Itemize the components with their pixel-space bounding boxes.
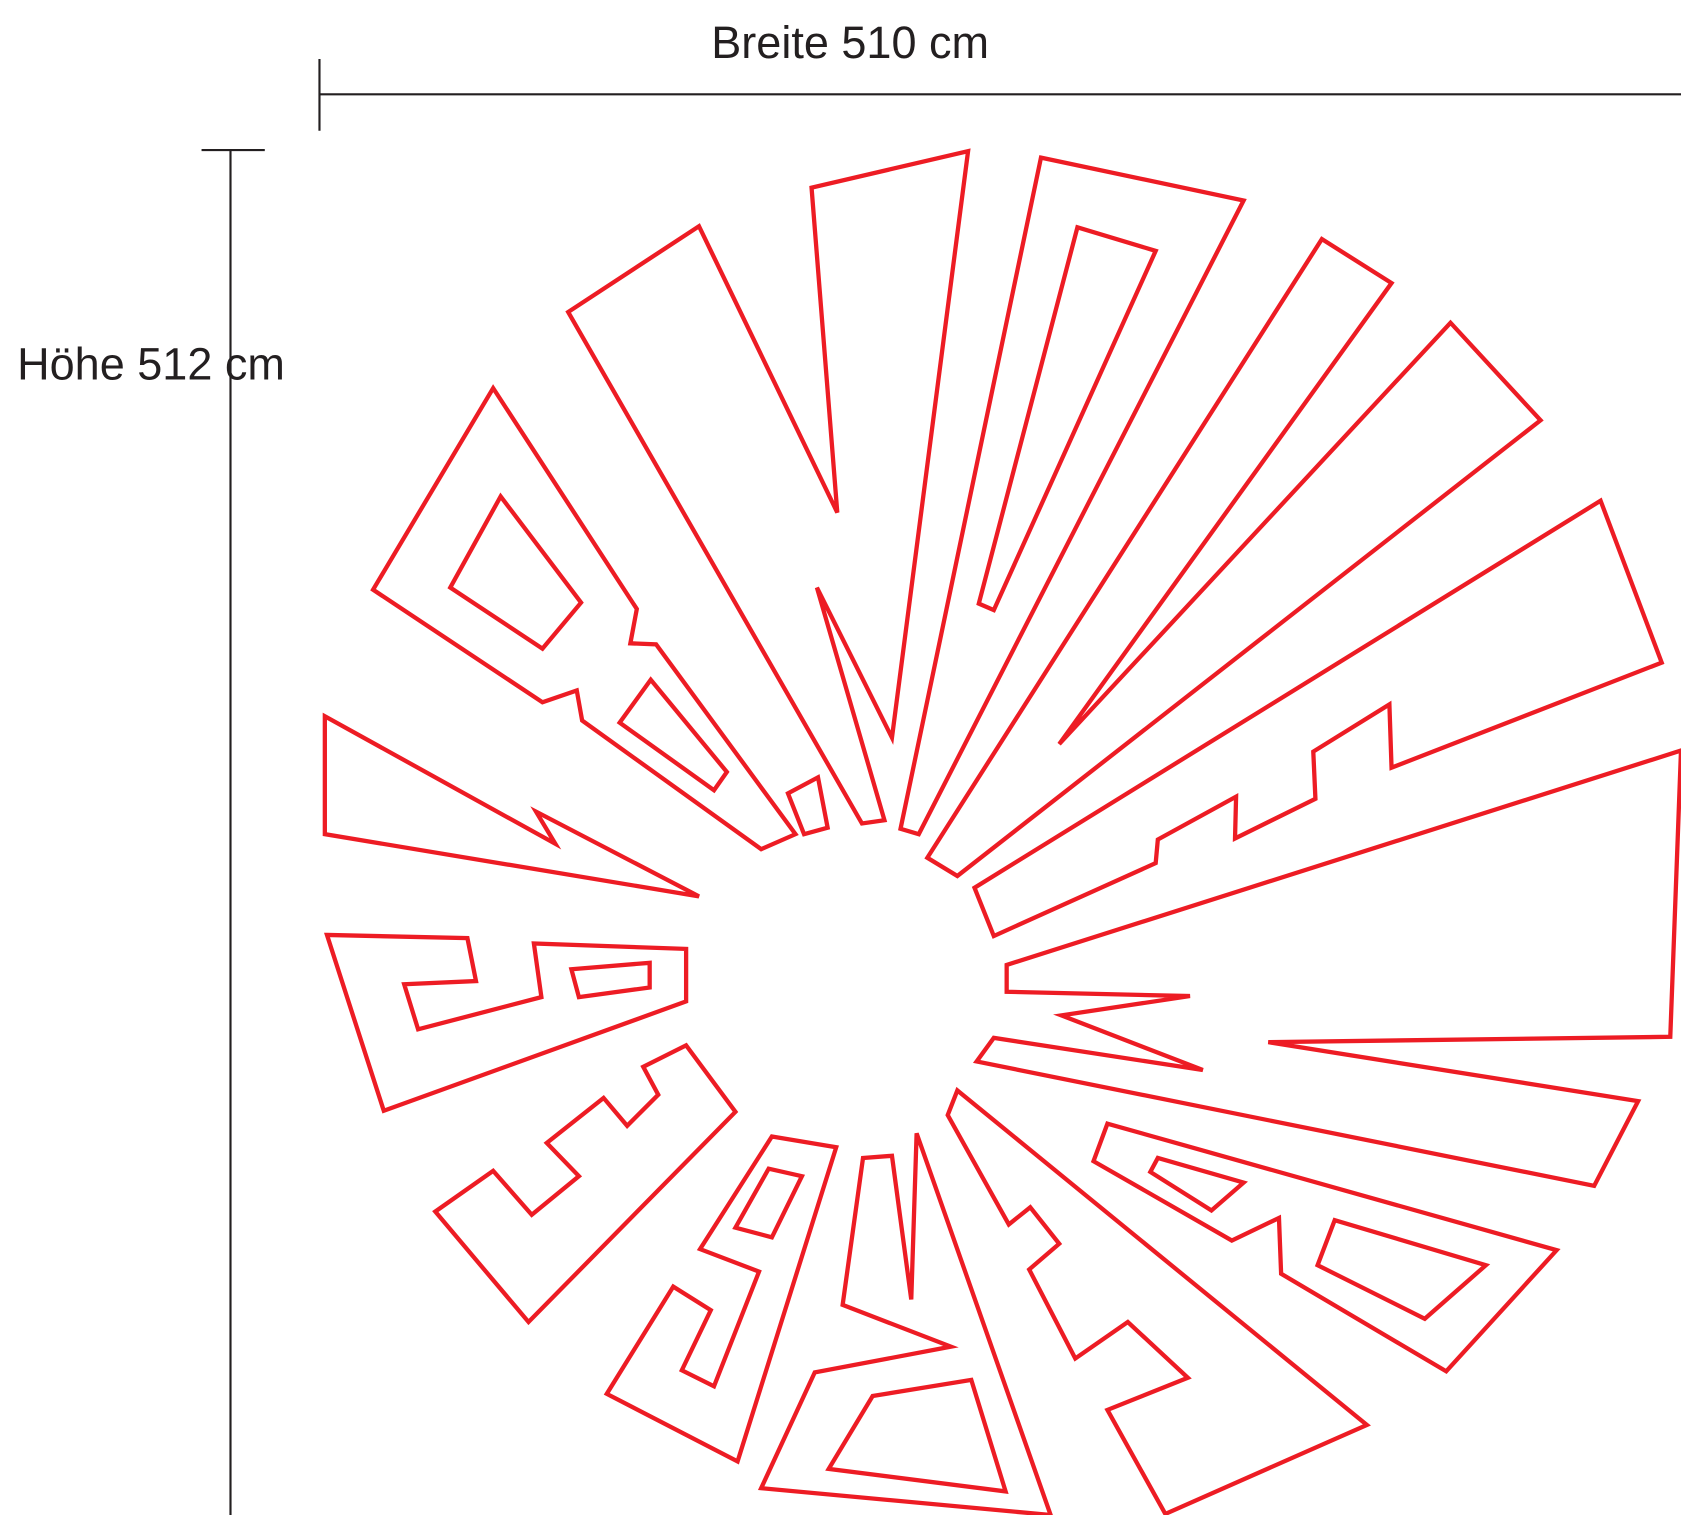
shape (1090, 1121, 1561, 1375)
shape (565, 148, 971, 826)
shape (603, 1134, 839, 1465)
shape (757, 1132, 1053, 1515)
shape (322, 712, 700, 899)
height-label: Höhe 512 cm (17, 339, 285, 390)
shape (898, 155, 1247, 837)
width-label: Breite 510 cm (711, 17, 989, 68)
shape (971, 497, 1665, 939)
shape (972, 748, 1681, 1189)
shape (324, 932, 689, 1114)
shape (432, 1042, 739, 1326)
wall-art-outline (322, 148, 1681, 1515)
shape (785, 774, 831, 837)
shape (370, 384, 799, 852)
dimension-lines (201, 58, 1681, 1515)
shape (945, 1086, 1371, 1515)
shape (924, 236, 1544, 879)
